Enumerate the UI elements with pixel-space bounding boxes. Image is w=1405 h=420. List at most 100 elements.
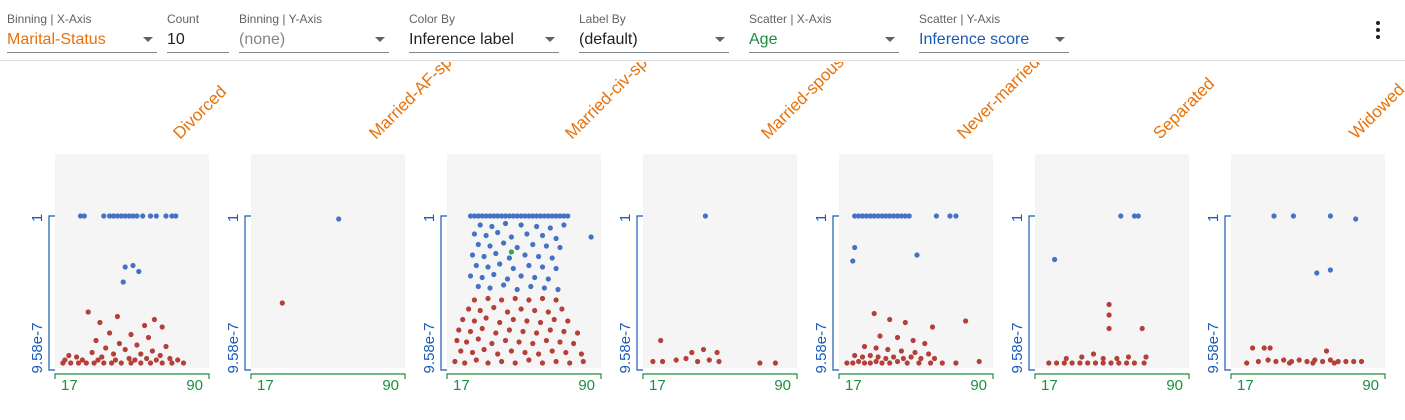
scatter-point[interactable]	[471, 318, 477, 324]
scatter-point[interactable]	[565, 213, 571, 219]
scatter-point[interactable]	[528, 283, 534, 290]
scatter-point[interactable]	[532, 274, 538, 281]
scatter-point[interactable]	[518, 306, 524, 312]
scatter-point[interactable]	[1063, 355, 1069, 362]
scatter-point[interactable]	[163, 213, 169, 219]
scatter-point[interactable]	[167, 355, 173, 362]
scatter-point[interactable]	[163, 343, 169, 350]
scatter-point[interactable]	[99, 354, 105, 360]
scatter-point[interactable]	[136, 268, 142, 275]
scatter-point[interactable]	[518, 273, 524, 279]
scatter-point[interactable]	[856, 213, 862, 219]
scatter-point[interactable]	[939, 360, 945, 366]
scatter-point[interactable]	[898, 348, 905, 354]
scatter-point[interactable]	[508, 234, 514, 240]
scatter-point[interactable]	[900, 355, 907, 362]
scatter-point[interactable]	[522, 252, 528, 258]
scatter-point[interactable]	[508, 348, 514, 354]
scatter-point[interactable]	[1141, 360, 1147, 366]
scatter-point[interactable]	[1310, 360, 1316, 366]
scatter-point[interactable]	[545, 276, 551, 282]
scatter-point[interactable]	[475, 336, 481, 342]
scatter-point[interactable]	[473, 357, 479, 363]
scatter-point[interactable]	[530, 340, 536, 347]
scatter-point[interactable]	[101, 360, 107, 366]
scatter-point[interactable]	[863, 213, 870, 219]
scatter-point[interactable]	[543, 337, 550, 344]
scatter-point[interactable]	[524, 231, 530, 237]
scatter-point[interactable]	[79, 357, 85, 363]
scatter-point[interactable]	[501, 282, 507, 288]
scatter-point[interactable]	[489, 340, 495, 347]
scatter-point[interactable]	[541, 213, 548, 219]
scatter-point[interactable]	[493, 330, 499, 336]
scatter-point[interactable]	[510, 265, 516, 272]
scatter-point[interactable]	[963, 318, 969, 324]
scatter-point[interactable]	[910, 337, 916, 344]
scatter-point[interactable]	[1244, 360, 1250, 366]
scatter-point[interactable]	[534, 213, 540, 219]
scatter-point[interactable]	[481, 346, 487, 353]
scatter-point[interactable]	[574, 330, 581, 336]
scatter-point[interactable]	[132, 357, 138, 363]
scatter-point[interactable]	[898, 213, 905, 219]
scatter-point[interactable]	[922, 340, 928, 347]
scatter-point[interactable]	[916, 360, 922, 366]
scatter-point[interactable]	[1046, 360, 1052, 366]
scatter-point[interactable]	[861, 343, 868, 350]
scatter-point[interactable]	[118, 360, 124, 366]
scatter-point[interactable]	[134, 342, 140, 348]
scatter-point[interactable]	[1054, 360, 1060, 366]
scatter-point[interactable]	[867, 360, 873, 366]
scatter-point[interactable]	[107, 213, 113, 219]
scatter-point[interactable]	[877, 333, 883, 339]
scatter-point[interactable]	[1304, 358, 1310, 365]
scatter-point[interactable]	[469, 252, 476, 258]
scatter-point[interactable]	[852, 352, 858, 359]
scatter-point[interactable]	[109, 360, 115, 366]
scatter-point[interactable]	[180, 360, 187, 366]
scatter-point[interactable]	[140, 213, 146, 219]
scatter-point[interactable]	[563, 349, 569, 356]
scatter-point[interactable]	[588, 234, 594, 240]
scatter-point[interactable]	[1124, 360, 1130, 366]
scatter-point[interactable]	[147, 360, 154, 366]
scatter-point[interactable]	[1092, 360, 1099, 366]
scatter-point[interactable]	[553, 213, 559, 219]
scatter-point[interactable]	[1077, 360, 1083, 366]
scatter-point[interactable]	[516, 339, 522, 345]
scatter-point[interactable]	[536, 253, 542, 260]
scatter-point[interactable]	[547, 327, 553, 333]
scatter-point[interactable]	[1108, 360, 1114, 366]
scatter-point[interactable]	[757, 360, 763, 366]
scatter-point[interactable]	[118, 213, 124, 219]
scatter-point[interactable]	[477, 222, 483, 228]
scatter-point[interactable]	[1106, 312, 1112, 318]
scatter-point[interactable]	[1118, 213, 1124, 219]
scatter-point[interactable]	[532, 307, 538, 314]
scatter-point[interactable]	[93, 337, 99, 344]
count-input[interactable]: Count 10	[167, 12, 229, 54]
scatter-point[interactable]	[116, 340, 122, 347]
scatter-point[interactable]	[673, 357, 679, 363]
scatter-point[interactable]	[464, 339, 470, 345]
scatter-point[interactable]	[714, 349, 720, 356]
scatter-point[interactable]	[483, 315, 489, 321]
scatter-point[interactable]	[844, 360, 850, 366]
scatter-point[interactable]	[1323, 348, 1330, 354]
scatter-point[interactable]	[918, 355, 924, 362]
scatter-point[interactable]	[1250, 345, 1256, 351]
scatter-point[interactable]	[128, 360, 134, 366]
scatter-point[interactable]	[151, 316, 157, 323]
scatter-point[interactable]	[518, 222, 524, 228]
scatter-point[interactable]	[553, 265, 559, 272]
scatter-point[interactable]	[138, 360, 144, 366]
scatter-point[interactable]	[518, 213, 524, 219]
scatter-point[interactable]	[173, 213, 179, 219]
scatter-point[interactable]	[875, 213, 881, 219]
scatter-point[interactable]	[456, 327, 462, 333]
scatter-point[interactable]	[122, 264, 128, 270]
scatter-point[interactable]	[1106, 325, 1112, 332]
scatter-point[interactable]	[138, 351, 144, 357]
scatter-point[interactable]	[976, 358, 982, 365]
